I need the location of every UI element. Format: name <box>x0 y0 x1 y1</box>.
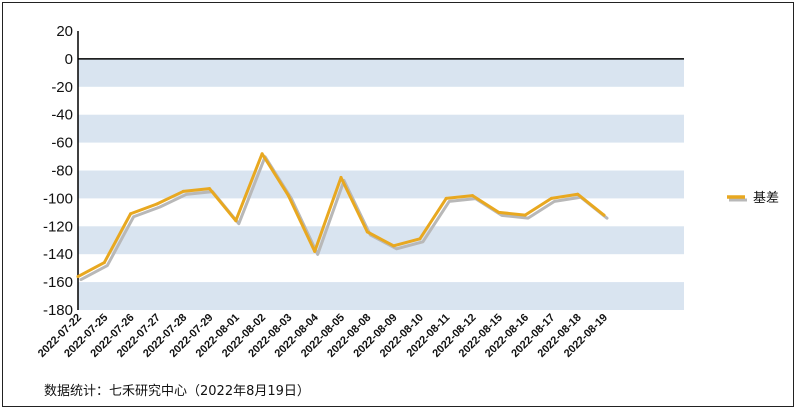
y-tick-label: -180 <box>43 302 73 319</box>
y-tick-label: -80 <box>51 163 73 180</box>
data-point <box>155 202 159 206</box>
data-point <box>497 210 501 214</box>
grid-band <box>78 170 684 199</box>
data-point <box>260 152 264 156</box>
data-point <box>102 261 106 265</box>
source-note: 数据统计：七禾研究中心（2022年8月19日） <box>44 384 310 399</box>
data-point <box>523 213 527 217</box>
data-point <box>208 187 211 191</box>
data-point <box>444 196 448 200</box>
grid-band <box>78 114 684 143</box>
data-point <box>471 194 474 198</box>
data-point <box>286 194 290 198</box>
data-point <box>339 175 343 179</box>
y-tick-label: -120 <box>43 218 73 235</box>
y-tick-label: -20 <box>51 79 73 96</box>
data-point <box>576 192 580 196</box>
y-tick-label: -160 <box>43 274 73 291</box>
grid-band <box>78 282 684 310</box>
data-point <box>602 213 606 217</box>
data-point <box>549 196 553 200</box>
data-point <box>129 212 133 216</box>
data-point <box>181 189 185 193</box>
data-point <box>76 275 80 279</box>
data-point <box>365 230 369 234</box>
y-tick-label: -100 <box>43 190 73 207</box>
data-point <box>418 237 422 241</box>
data-point <box>313 249 317 253</box>
y-tick-label: 20 <box>56 23 73 40</box>
data-point <box>392 244 396 248</box>
grid-band <box>78 58 684 87</box>
y-tick-label: -140 <box>43 246 73 263</box>
y-tick-label: -60 <box>51 135 73 152</box>
data-point <box>234 219 238 223</box>
y-tick-label: 0 <box>65 51 73 68</box>
legend-label: 基差 <box>753 191 779 206</box>
y-tick-label: -40 <box>51 107 73 124</box>
